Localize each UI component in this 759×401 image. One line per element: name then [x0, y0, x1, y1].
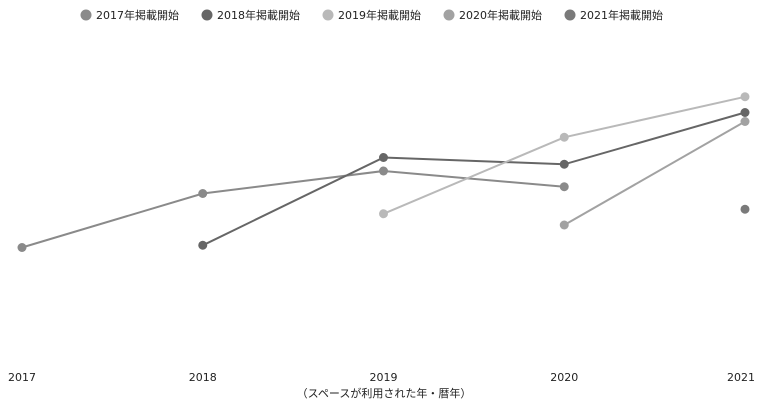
data-point: [198, 189, 208, 198]
x-tick-label: 2017: [8, 371, 36, 384]
legend-marker: [80, 9, 92, 21]
data-point: [559, 159, 569, 169]
data-point: [559, 182, 569, 192]
legend-label: 2021年掲載開始: [580, 8, 663, 22]
data-point: [740, 204, 750, 214]
series-line: [383, 95, 746, 215]
data-point: [379, 166, 388, 176]
data-point: [379, 153, 388, 162]
data-point: [740, 108, 750, 117]
legend-marker: [201, 9, 213, 21]
legend: 2017年掲載開始 2018年掲載開始 2019年掲載開始 2020年掲載開始 2021…: [80, 8, 663, 22]
data-point: [559, 132, 569, 142]
x-axis-label: （スペースが利用された年・暦年）: [297, 386, 472, 400]
x-tick-label: 2019: [370, 371, 398, 384]
series-line: [21, 169, 565, 249]
x-tick-label: 2018: [189, 371, 217, 384]
series-line: [563, 120, 746, 226]
data-point: [379, 209, 388, 219]
data-point: [198, 240, 208, 250]
data-point: [17, 243, 27, 252]
x-tick-label: 2020: [550, 371, 578, 384]
data-point: [559, 220, 569, 230]
legend-marker: [322, 9, 334, 21]
series-line: [202, 111, 746, 247]
series-points: [17, 92, 750, 252]
x-axis-ticks: 2017 2018 2019 2020 2021: [8, 371, 755, 384]
data-point: [740, 92, 750, 102]
legend-label: 2019年掲載開始: [338, 8, 421, 22]
legend-marker: [564, 9, 576, 21]
legend-marker: [443, 9, 455, 21]
legend-label: 2017年掲載開始: [96, 8, 179, 22]
legend-label: 2018年掲載開始: [217, 8, 300, 22]
x-tick-label: 2021: [727, 371, 755, 384]
legend-label: 2020年掲載開始: [459, 8, 542, 22]
data-point: [740, 117, 750, 126]
